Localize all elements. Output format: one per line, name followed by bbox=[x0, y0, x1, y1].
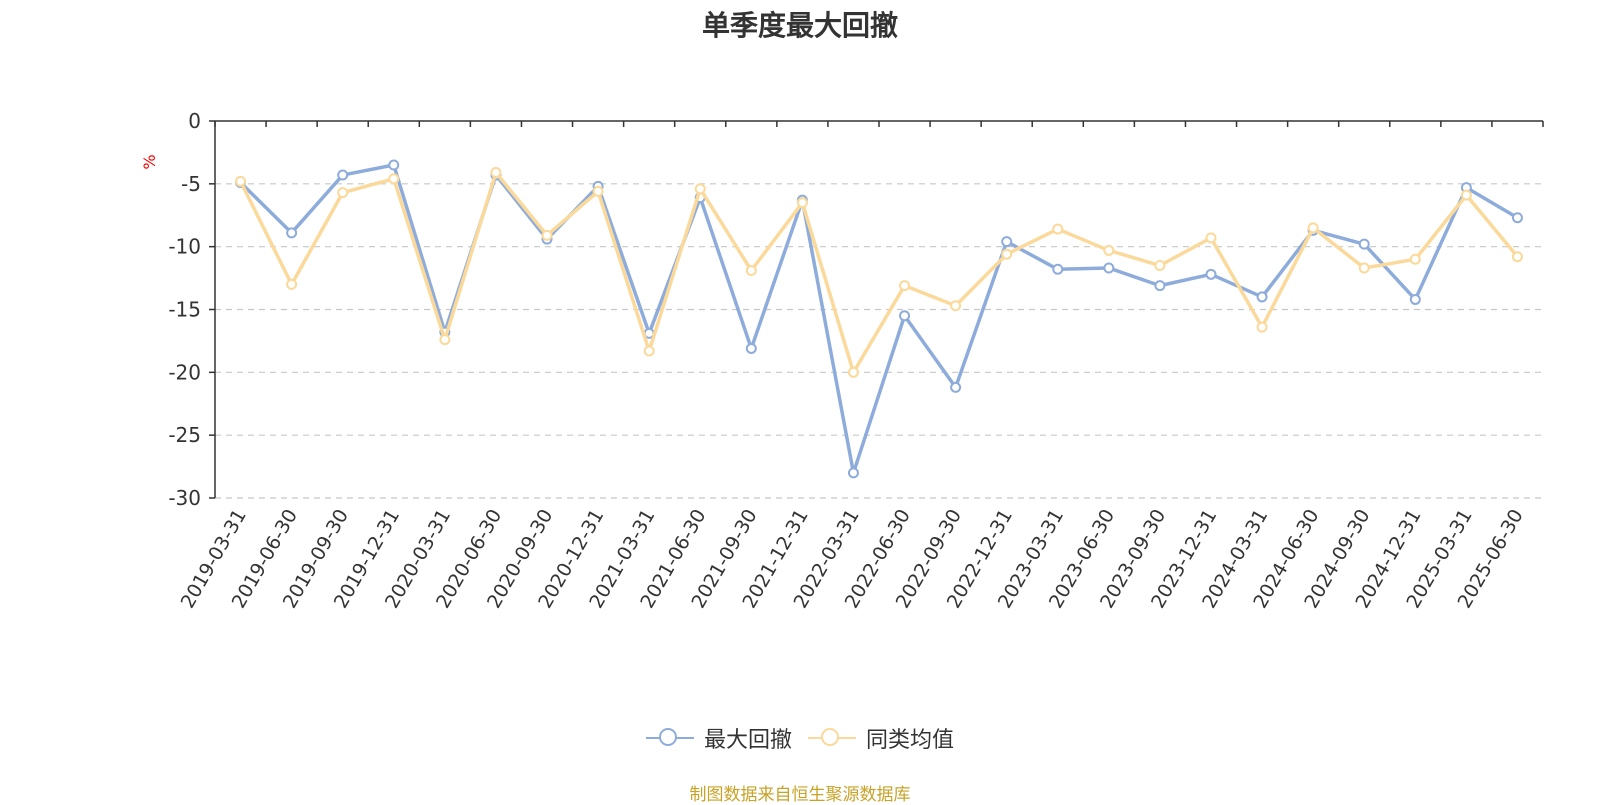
legend-item-peer-average[interactable]: 同类均值 bbox=[808, 722, 954, 754]
legend-item-max-drawdown[interactable]: 最大回撤 bbox=[645, 722, 792, 754]
data-point bbox=[899, 280, 911, 292]
data-point bbox=[1256, 321, 1268, 333]
data-point bbox=[1409, 293, 1421, 305]
data-point bbox=[337, 169, 349, 181]
data-point bbox=[235, 175, 247, 187]
data-point bbox=[1256, 291, 1268, 303]
data-point bbox=[1001, 248, 1013, 260]
data-point bbox=[694, 183, 706, 195]
data-point bbox=[1358, 238, 1370, 250]
data-point bbox=[337, 187, 349, 199]
data-point bbox=[847, 366, 859, 378]
data-point bbox=[1001, 236, 1013, 248]
series-lines bbox=[235, 159, 1523, 479]
data-point bbox=[1154, 280, 1166, 292]
data-point bbox=[1511, 212, 1523, 224]
data-point bbox=[286, 227, 298, 239]
data-point bbox=[1307, 222, 1319, 234]
data-point bbox=[643, 345, 655, 357]
data-point bbox=[950, 381, 962, 393]
data-point bbox=[1409, 253, 1421, 265]
legend-swatch-icon bbox=[808, 728, 856, 748]
data-point bbox=[745, 265, 757, 277]
data-point bbox=[1511, 251, 1523, 263]
series-line bbox=[238, 170, 1519, 375]
data-point bbox=[1154, 260, 1166, 272]
y-tick-label: -15 bbox=[168, 298, 201, 322]
y-tick-label: -20 bbox=[168, 360, 201, 384]
data-point bbox=[1103, 262, 1115, 274]
y-tick-label: 0 bbox=[188, 109, 201, 133]
data-point bbox=[1358, 262, 1370, 274]
series-line bbox=[239, 163, 1519, 475]
y-tick-label: -25 bbox=[168, 423, 201, 447]
data-point bbox=[1052, 223, 1064, 235]
legend-label: 最大回撤 bbox=[703, 728, 792, 753]
data-point bbox=[541, 229, 553, 241]
data-point bbox=[745, 342, 757, 354]
data-point bbox=[1460, 189, 1472, 201]
data-point bbox=[847, 467, 859, 479]
legend-swatch-icon bbox=[645, 728, 694, 748]
source-note: 制图数据来自恒生聚源数据库 bbox=[689, 785, 911, 805]
legend-label: 同类均值 bbox=[866, 728, 955, 753]
y-tick-label: -30 bbox=[168, 486, 201, 510]
data-point bbox=[1103, 244, 1115, 256]
data-point bbox=[1052, 263, 1064, 275]
y-tick-label: -5 bbox=[181, 172, 201, 196]
data-point bbox=[490, 167, 502, 179]
legend: 最大回撤 同类均值 bbox=[0, 722, 1600, 754]
chart-title: 单季度最大回撤 bbox=[701, 9, 898, 42]
data-point bbox=[388, 173, 400, 185]
data-point bbox=[1205, 268, 1217, 280]
data-point bbox=[899, 310, 911, 322]
data-point bbox=[796, 197, 808, 209]
y-tick-label: -10 bbox=[168, 235, 201, 259]
y-axis-unit-label: % bbox=[140, 154, 159, 169]
data-point bbox=[439, 334, 451, 346]
data-point bbox=[950, 300, 962, 312]
data-point bbox=[388, 159, 400, 171]
data-point bbox=[1205, 232, 1217, 244]
data-point bbox=[592, 185, 604, 197]
data-point bbox=[286, 278, 298, 290]
